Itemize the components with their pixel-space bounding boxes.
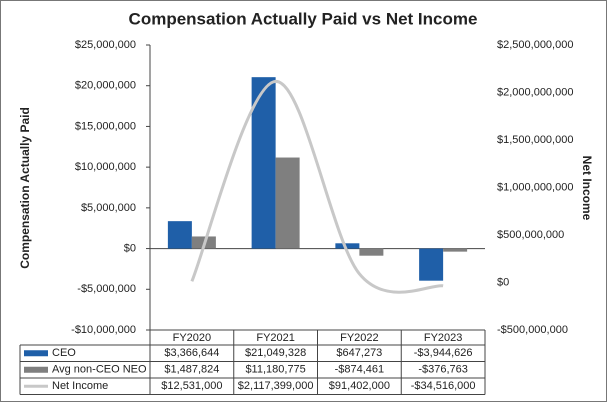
bar	[335, 243, 360, 249]
chart-title: Compensation Actually Paid vs Net Income	[129, 9, 478, 28]
y2-tick-label: $2,500,000,000	[497, 39, 573, 51]
table-cell: $12,531,000	[161, 380, 222, 392]
bar	[419, 248, 444, 281]
y2-tick-label: $2,000,000,000	[497, 86, 573, 98]
y2-tick-label: $0	[497, 276, 509, 288]
bar	[359, 248, 384, 256]
table-cell: $91,402,000	[329, 380, 390, 392]
y2-tick-label: $500,000,000	[497, 229, 564, 241]
table-cell: -$3,944,626	[414, 347, 473, 359]
y-tick-label: $15,000,000	[75, 120, 136, 132]
y-tick-label: $10,000,000	[75, 161, 136, 173]
y2-tick-label: $1,000,000,000	[497, 181, 573, 193]
table-cell: $1,487,824	[164, 364, 219, 376]
y2-tick-label: $1,500,000,000	[497, 134, 573, 146]
legend-label: CEO	[52, 347, 76, 359]
y-tick-label: $25,000,000	[75, 39, 136, 51]
x-tick-label: FY2020	[173, 332, 212, 344]
x-tick-label: FY2021	[256, 332, 295, 344]
bar	[275, 157, 300, 249]
table-cell: -$34,516,000	[411, 380, 476, 392]
table-cell: -$376,763	[418, 364, 468, 376]
x-tick-label: FY2022	[340, 332, 379, 344]
y2-tick-label: -$500,000,000	[497, 324, 568, 336]
y-tick-label: $20,000,000	[75, 80, 136, 92]
legend-swatch	[24, 350, 48, 357]
y-axis-label: Compensation Actually Paid	[18, 107, 32, 269]
y-tick-label: -$10,000,000	[71, 324, 136, 336]
bar	[167, 221, 192, 249]
legend-label: Avg non-CEO NEO	[52, 364, 147, 376]
y2-axis-label: Net Income	[580, 156, 594, 221]
y-tick-label: $5,000,000	[81, 202, 136, 214]
table-cell: $2,117,399,000	[238, 380, 314, 392]
legend-swatch	[24, 366, 48, 373]
x-tick-label: FY2023	[424, 332, 463, 344]
table-cell: -$874,461	[335, 364, 385, 376]
table-cell: $21,049,328	[245, 347, 306, 359]
table-cell: $647,273	[336, 347, 382, 359]
table-cell: $3,366,644	[164, 347, 219, 359]
bar	[443, 248, 468, 252]
y-tick-label: -$5,000,000	[77, 283, 136, 295]
line	[190, 79, 444, 294]
y-tick-label: $0	[124, 242, 136, 254]
legend-label: Net Income	[52, 380, 108, 392]
table-cell: $11,180,775	[245, 364, 305, 376]
